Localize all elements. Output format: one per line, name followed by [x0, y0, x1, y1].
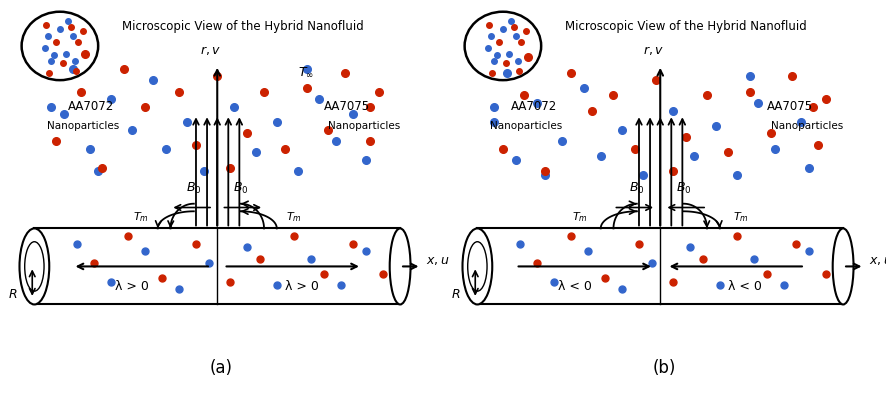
Text: $T_m$: $T_m$	[286, 210, 302, 224]
Ellipse shape	[462, 228, 493, 305]
Text: $T_m$: $T_m$	[571, 210, 587, 224]
Text: AA7072: AA7072	[68, 100, 114, 113]
Text: $B_0$: $B_0$	[233, 181, 248, 196]
Text: $B_0$: $B_0$	[629, 181, 645, 196]
Text: (a): (a)	[210, 359, 233, 377]
Text: $r, v$: $r, v$	[200, 44, 222, 57]
Text: $R$: $R$	[8, 287, 18, 301]
Ellipse shape	[19, 228, 50, 305]
Text: $T_m$: $T_m$	[733, 210, 749, 224]
Text: $R$: $R$	[451, 287, 461, 301]
Text: AA7075: AA7075	[323, 100, 369, 113]
Text: Nanoparticles: Nanoparticles	[771, 121, 843, 131]
Text: λ < 0: λ < 0	[728, 280, 762, 293]
Ellipse shape	[833, 228, 853, 305]
Text: λ < 0: λ < 0	[558, 280, 592, 293]
Text: $T_m$: $T_m$	[133, 210, 149, 224]
Text: λ > 0: λ > 0	[285, 280, 319, 293]
Text: AA7072: AA7072	[511, 100, 557, 113]
Text: $r, v$: $r, v$	[643, 44, 664, 57]
Text: Microscopic View of the Hybrid Nanofluid: Microscopic View of the Hybrid Nanofluid	[565, 21, 806, 33]
Text: Nanoparticles: Nanoparticles	[490, 121, 563, 131]
Text: AA7075: AA7075	[766, 100, 812, 113]
Polygon shape	[35, 228, 400, 305]
Text: (b): (b)	[653, 359, 676, 377]
Text: Microscopic View of the Hybrid Nanofluid: Microscopic View of the Hybrid Nanofluid	[122, 21, 363, 33]
Text: Nanoparticles: Nanoparticles	[47, 121, 120, 131]
Text: Nanoparticles: Nanoparticles	[328, 121, 400, 131]
Text: λ > 0: λ > 0	[115, 280, 149, 293]
Text: $x, u$: $x, u$	[425, 254, 449, 267]
Text: $T_{\infty}$: $T_{\infty}$	[298, 66, 314, 79]
Polygon shape	[478, 228, 843, 305]
Text: $x, u$: $x, u$	[868, 254, 886, 267]
Text: $B_0$: $B_0$	[186, 181, 202, 196]
Ellipse shape	[390, 228, 410, 305]
Text: $B_0$: $B_0$	[676, 181, 691, 196]
